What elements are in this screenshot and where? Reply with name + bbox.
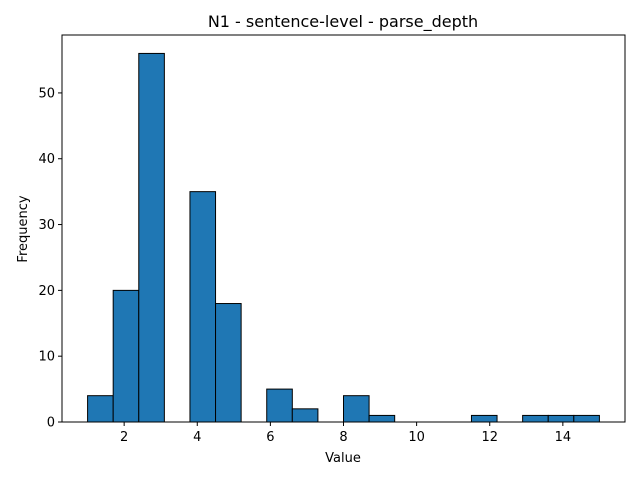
y-tick-label: 30 [38,218,55,233]
x-axis-label: Value [325,451,361,466]
y-tick-label: 20 [38,284,55,299]
y-tick-label: 40 [38,152,55,167]
plot-frame [61,34,626,423]
histogram-bar [215,303,242,423]
x-tick-label: 8 [339,430,347,445]
x-tick-label: 6 [266,430,274,445]
histogram-bar [138,52,165,423]
histogram-bar [266,388,293,423]
histogram-bar [112,289,140,423]
chart-title: N1 - sentence-level - parse_depth [208,12,478,32]
histogram-bar [573,414,600,423]
x-tick-label: 10 [408,430,425,445]
histogram-bar [343,395,370,423]
histogram-bar [547,414,575,423]
x-tick-label: 2 [120,430,128,445]
histogram-bar [470,414,498,423]
bars-group [87,52,600,423]
y-tick-label: 10 [38,350,55,365]
x-tick-label: 14 [555,430,572,445]
histogram-bar [189,191,217,423]
histogram-bar [87,395,114,423]
x-axis-ticks: 2 4 6 8 10 12 14 [120,422,571,445]
histogram-bar [522,414,549,423]
histogram-bar [368,414,396,423]
x-tick-label: 4 [193,430,201,445]
y-axis-label: Frequency [16,195,31,262]
y-tick-label: 0 [47,416,55,431]
histogram-bar [291,408,319,423]
x-tick-label: 12 [481,430,498,445]
y-axis-ticks: 0 10 20 30 40 50 [38,86,62,431]
y-tick-label: 50 [38,86,55,101]
